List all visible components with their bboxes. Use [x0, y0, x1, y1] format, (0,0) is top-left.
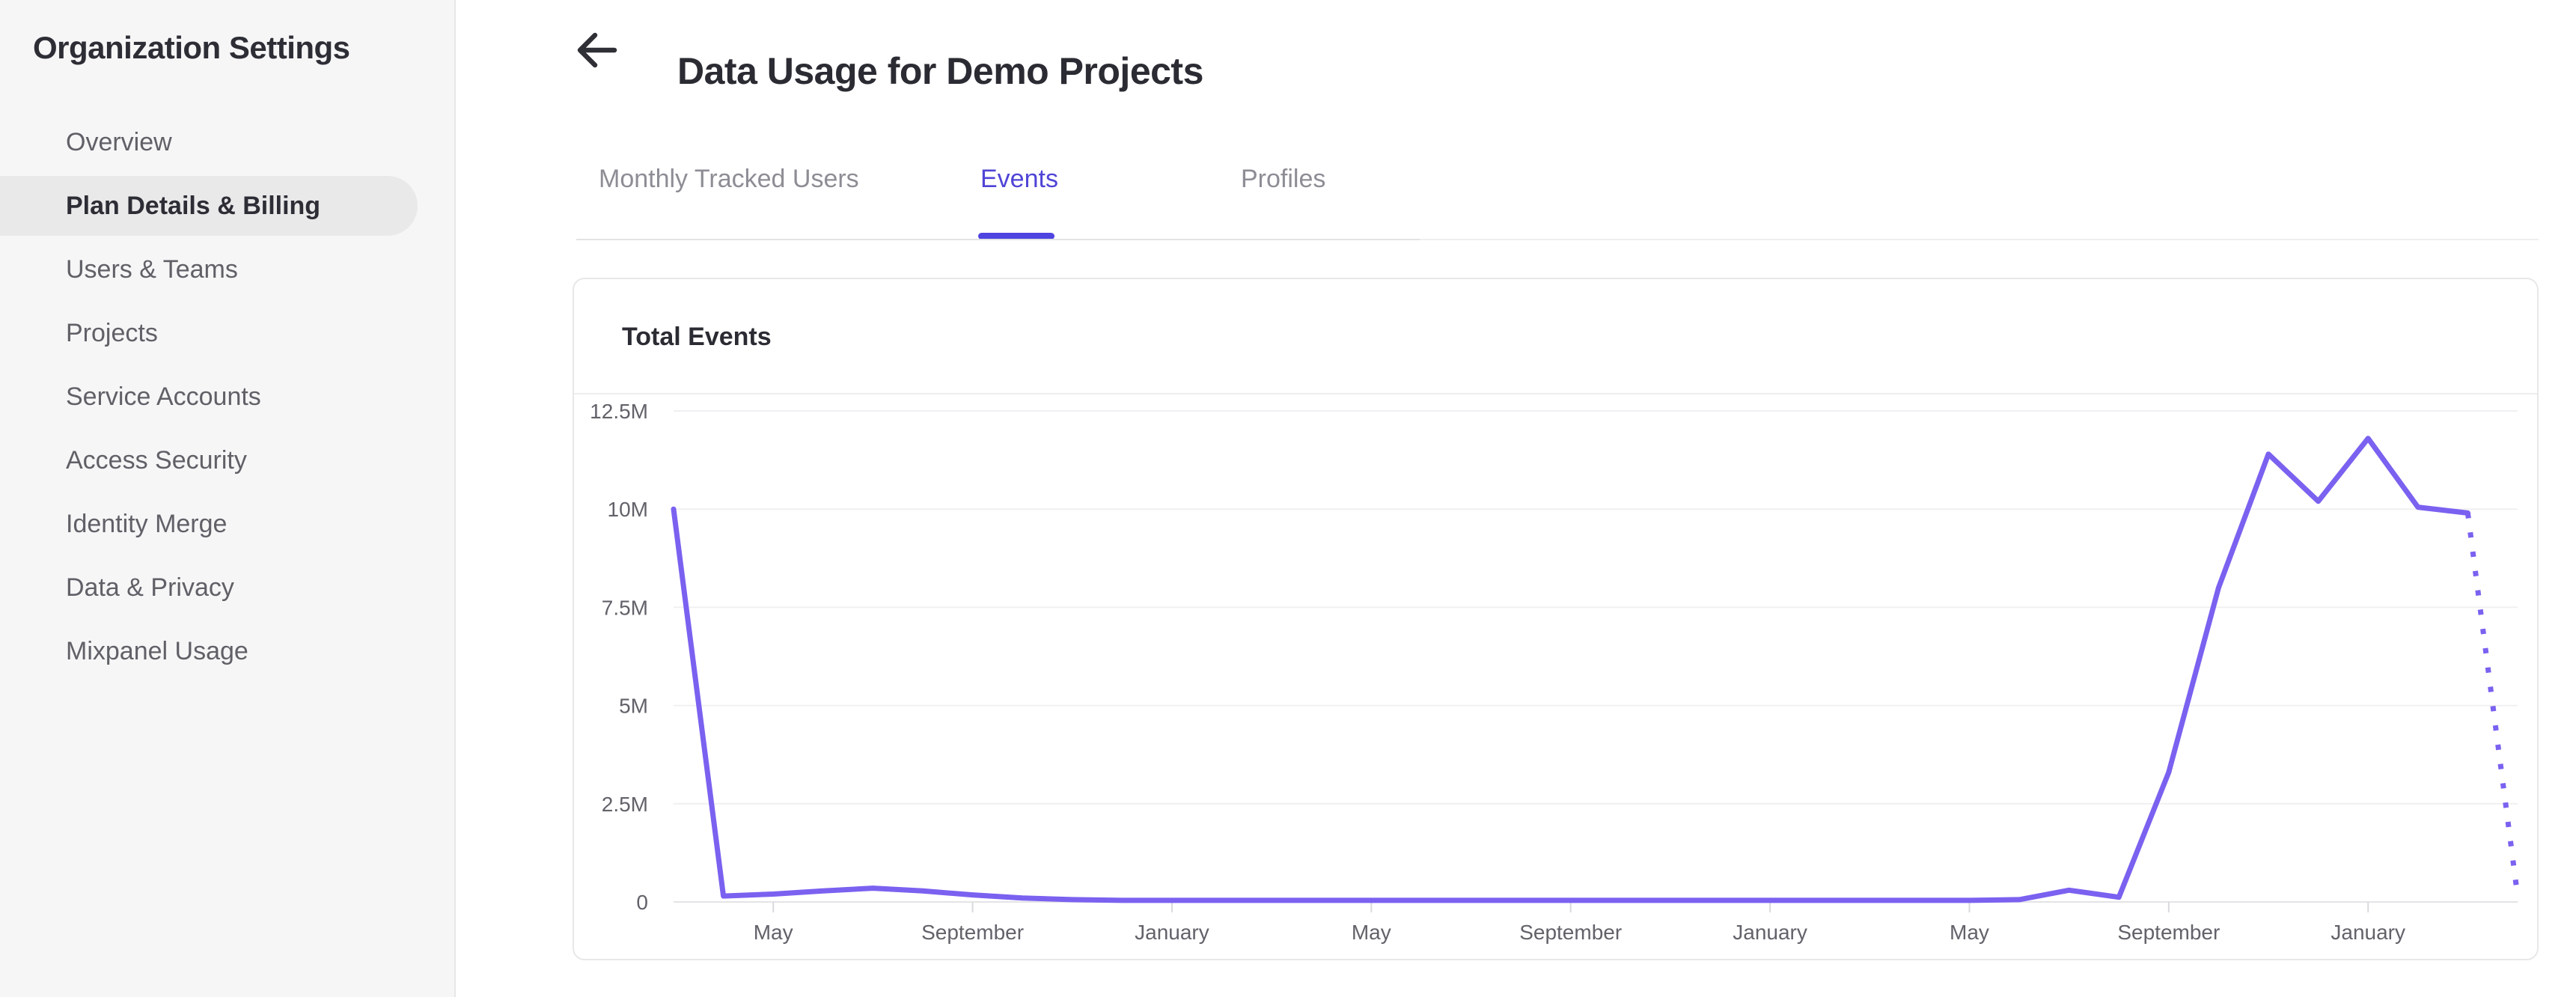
organization-settings-sidebar: Organization Settings Overview Plan Detai… — [0, 0, 456, 997]
x-axis-tick-label: May — [754, 921, 793, 944]
x-axis-tick-label: January — [2331, 921, 2405, 944]
tab-monthly-tracked-users[interactable]: Monthly Tracked Users — [599, 165, 859, 194]
chart-title: Total Events — [622, 323, 772, 351]
x-axis-tick-label: September — [1519, 921, 1622, 944]
sidebar-item-label: Mixpanel Usage — [66, 637, 248, 665]
sidebar-item-label: Data & Privacy — [66, 573, 234, 602]
y-axis-tick-label: 2.5M — [602, 793, 648, 816]
tab-label: Events — [980, 165, 1058, 193]
y-axis-tick-label: 10M — [608, 498, 648, 521]
sidebar-item-overview[interactable]: Overview — [0, 111, 454, 174]
active-tab-underline — [978, 233, 1054, 240]
x-axis-tick-label: January — [1733, 921, 1807, 944]
sidebar-item-label: Identity Merge — [66, 510, 228, 538]
sidebar-item-service-accounts[interactable]: Service Accounts — [0, 365, 454, 429]
x-axis-tick-label: May — [1352, 921, 1391, 944]
x-axis-tick-label: September — [2117, 921, 2220, 944]
content-divider — [1420, 239, 2539, 240]
events-series-line — [671, 436, 2470, 903]
active-item-highlight — [0, 176, 418, 236]
tab-profiles[interactable]: Profiles — [1241, 165, 1325, 194]
y-axis-tick-label: 12.5M — [590, 404, 648, 423]
sidebar-item-label: Service Accounts — [66, 382, 261, 411]
sidebar-item-access-security[interactable]: Access Security — [0, 429, 454, 493]
page-title: Data Usage for Demo Projects — [677, 49, 1203, 92]
events-projected-dotted-segment — [2464, 512, 2521, 897]
sidebar-item-mixpanel-usage[interactable]: Mixpanel Usage — [0, 620, 454, 683]
x-axis-tick-label: September — [921, 921, 1024, 944]
sidebar-item-label: Plan Details & Billing — [66, 192, 321, 220]
total-events-card: Total Events 12.5M 10M 7.5M 5M 2.5M 0 May Septe… — [573, 278, 2539, 960]
card-header-divider — [574, 393, 2537, 394]
sidebar-nav: Overview Plan Details & Billing Users & Te… — [0, 111, 454, 683]
sidebar-item-identity-merge[interactable]: Identity Merge — [0, 493, 454, 556]
y-axis-tick-label: 0 — [636, 891, 648, 914]
tab-label: Profiles — [1241, 165, 1326, 193]
sidebar-item-projects[interactable]: Projects — [0, 302, 454, 365]
sidebar-item-label: Projects — [66, 319, 158, 347]
sidebar-item-label: Access Security — [66, 446, 247, 475]
sidebar-item-plan-details-billing[interactable]: Plan Details & Billing — [0, 174, 454, 238]
sidebar-item-data-privacy[interactable]: Data & Privacy — [0, 556, 454, 620]
tabs-divider — [576, 239, 1420, 240]
sidebar-item-users-teams[interactable]: Users & Teams — [0, 238, 454, 302]
tab-events[interactable]: Events — [978, 165, 1058, 240]
x-axis-tick-label: January — [1135, 921, 1209, 944]
y-axis-tick-label: 5M — [619, 695, 648, 718]
back-button[interactable] — [573, 28, 621, 73]
sidebar-item-label: Users & Teams — [66, 255, 238, 284]
y-axis-tick-label: 7.5M — [602, 596, 648, 619]
left-arrow-icon — [576, 31, 619, 72]
events-line-chart: 12.5M 10M 7.5M 5M 2.5M 0 May September January Ma… — [590, 404, 2521, 944]
x-axis-tick-label: May — [1950, 921, 1989, 944]
tab-label: Monthly Tracked Users — [599, 165, 859, 193]
sidebar-title: Organization Settings — [33, 30, 350, 65]
sidebar-item-label: Overview — [66, 128, 172, 156]
